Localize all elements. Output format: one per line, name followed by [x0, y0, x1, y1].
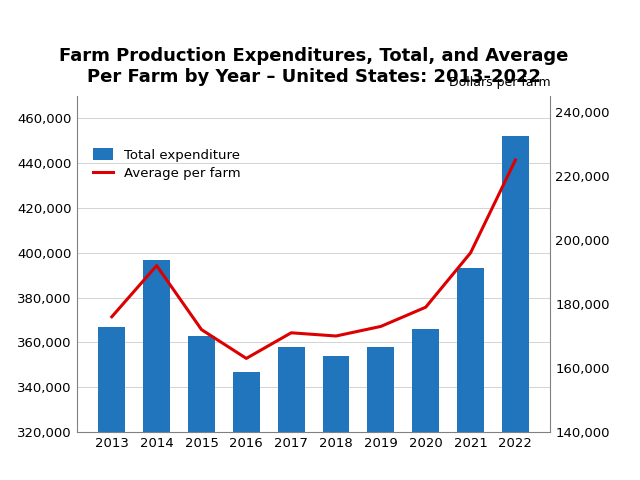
Legend: Total expenditure, Average per farm: Total expenditure, Average per farm [88, 143, 246, 186]
Bar [188, 336, 215, 480]
Text: Dollars per farm: Dollars per farm [449, 76, 550, 89]
Bar [323, 356, 349, 480]
Title: Farm Production Expenditures, Total, and Average
Per Farm by Year – United State: Farm Production Expenditures, Total, and… [59, 48, 568, 86]
Bar [278, 347, 305, 480]
Bar [99, 327, 125, 480]
Bar [367, 347, 394, 480]
Bar [502, 136, 529, 480]
Bar [233, 372, 260, 480]
Bar [457, 268, 484, 480]
Bar [143, 260, 170, 480]
Bar [412, 329, 439, 480]
